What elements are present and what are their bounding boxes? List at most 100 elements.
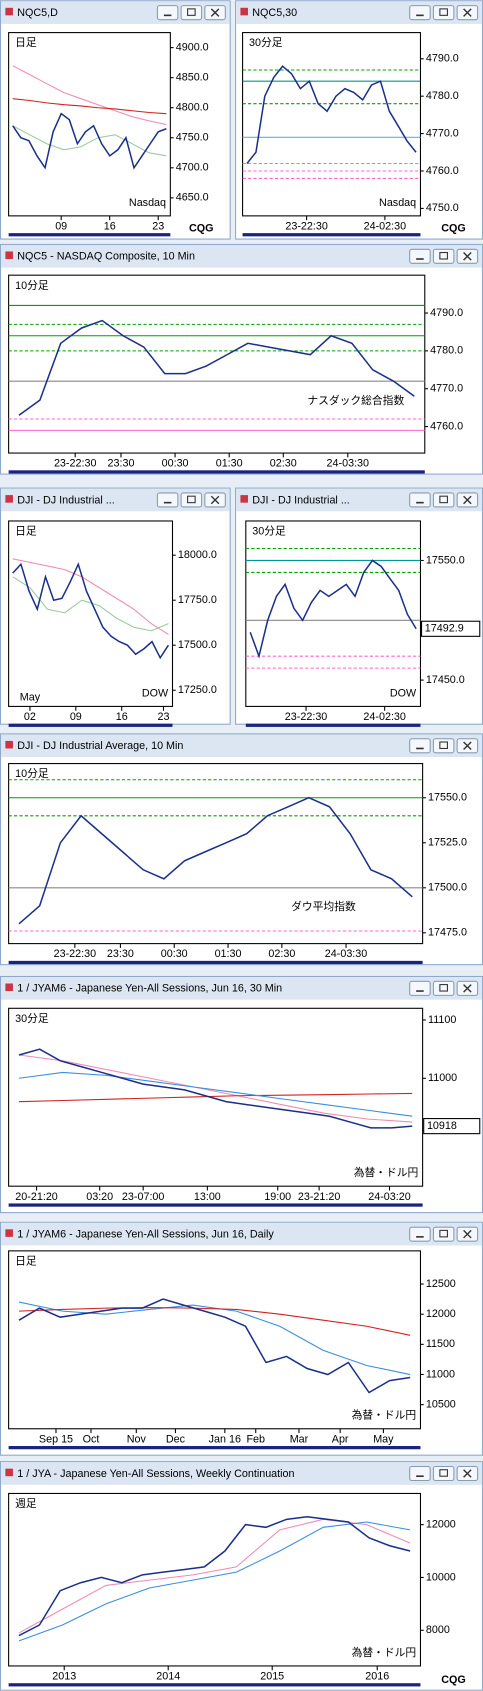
x-tick-label: 23-22:30 bbox=[54, 458, 97, 470]
title-bar bbox=[1, 734, 482, 758]
moving-average bbox=[18, 1071, 413, 1117]
time-strip bbox=[8, 723, 173, 727]
x-tick-label: 02:30 bbox=[268, 948, 295, 960]
timeframe-label: 日足 bbox=[15, 526, 37, 538]
window-icon bbox=[5, 1468, 13, 1477]
y-tick-label: 18000.0 bbox=[178, 549, 217, 561]
time-strip bbox=[8, 470, 425, 474]
button-glyph bbox=[210, 8, 220, 17]
window-title: DJI - DJ Industrial Average, 10 Min bbox=[17, 740, 183, 752]
x-tick-label: 2016 bbox=[365, 1671, 389, 1683]
plot-area bbox=[8, 1492, 422, 1667]
maximize-button[interactable] bbox=[432, 1465, 455, 1482]
x-tick-label: 03:20 bbox=[86, 1191, 113, 1203]
maximize-button[interactable] bbox=[432, 248, 455, 264]
minimize-button[interactable] bbox=[409, 248, 431, 264]
x-tick-label: Mar bbox=[290, 1433, 309, 1445]
window-title: NQC5,D bbox=[17, 7, 58, 19]
y-tick-label: 12000 bbox=[426, 1308, 456, 1320]
window-icon bbox=[5, 1229, 13, 1237]
y-tick-label: 17450.0 bbox=[426, 674, 465, 686]
y-tick-label: 10000 bbox=[426, 1571, 456, 1583]
y-tick-label: 4760.0 bbox=[430, 420, 463, 432]
y-tick-label: 17750.0 bbox=[178, 594, 217, 606]
button-glyph bbox=[187, 8, 196, 16]
x-tick-label: Apr bbox=[332, 1433, 349, 1445]
y-tick-label: 4770.0 bbox=[430, 383, 463, 395]
y-tick-label: 17550.0 bbox=[426, 554, 465, 566]
x-tick-label: 24-03:30 bbox=[325, 948, 368, 960]
window-title: NQC5 - NASDAQ Composite, 10 Min bbox=[17, 251, 195, 263]
maximize-button[interactable] bbox=[180, 5, 203, 21]
minimize-button[interactable] bbox=[409, 980, 431, 996]
plot-area bbox=[245, 520, 422, 707]
y-tick-label: 4790.0 bbox=[430, 307, 463, 319]
title-bar bbox=[1, 977, 482, 1000]
x-tick-label: 23:30 bbox=[108, 458, 135, 470]
price-line bbox=[18, 319, 415, 416]
x-tick-label: 00:30 bbox=[162, 458, 189, 470]
button-glyph bbox=[463, 1229, 472, 1239]
price-box bbox=[423, 1118, 481, 1135]
maximize-button[interactable] bbox=[432, 1226, 455, 1242]
maximize-button[interactable] bbox=[432, 738, 455, 754]
y-tick-label: 11100 bbox=[428, 1014, 456, 1026]
timeframe-label: 週足 bbox=[15, 1498, 37, 1510]
title-bar bbox=[1, 1462, 482, 1485]
x-tick-label: 24-02:30 bbox=[364, 221, 407, 233]
maximize-button[interactable] bbox=[180, 492, 203, 508]
x-tick-label: 2014 bbox=[156, 1671, 180, 1683]
x-tick-label: 23:30 bbox=[107, 948, 134, 960]
button-glyph bbox=[463, 8, 472, 17]
x-tick-label: 23-07:00 bbox=[122, 1191, 165, 1203]
x-tick-label: 02:30 bbox=[270, 458, 297, 470]
minimize-button[interactable] bbox=[409, 1226, 431, 1242]
button-glyph bbox=[439, 495, 448, 504]
plot-area bbox=[8, 32, 171, 217]
maximize-button[interactable] bbox=[432, 492, 455, 508]
x-tick-label: Dec bbox=[166, 1433, 186, 1445]
window-icon bbox=[5, 495, 13, 503]
button-glyph bbox=[439, 741, 448, 750]
plot-area bbox=[8, 1250, 422, 1430]
minimize-button[interactable] bbox=[156, 492, 179, 508]
minimize-button[interactable] bbox=[156, 5, 179, 21]
timeframe-label: 日足 bbox=[15, 37, 37, 49]
minimize-button[interactable] bbox=[409, 1465, 431, 1482]
logo: CQG bbox=[189, 223, 214, 235]
minimize-button[interactable] bbox=[409, 5, 431, 21]
x-tick-label: 09 bbox=[55, 221, 67, 233]
y-tick-label: 4750.0 bbox=[176, 132, 209, 144]
price-line bbox=[18, 796, 413, 925]
y-tick-label: 17250.0 bbox=[178, 684, 217, 696]
moving-average bbox=[18, 1301, 411, 1376]
x-tick-label: 24-03:30 bbox=[327, 458, 370, 470]
y-tick-label: 8000 bbox=[426, 1624, 450, 1636]
y-tick-label: 17500.0 bbox=[428, 882, 467, 894]
x-tick-label: 09 bbox=[70, 711, 82, 723]
button-glyph bbox=[439, 984, 448, 992]
button-glyph bbox=[463, 1469, 472, 1478]
window-icon bbox=[5, 251, 13, 259]
x-tick-label: 23-22:30 bbox=[54, 948, 97, 960]
x-tick-label: 2015 bbox=[260, 1671, 284, 1683]
button-glyph bbox=[210, 495, 220, 505]
time-strip bbox=[8, 1446, 421, 1450]
y-tick-label: 17500.0 bbox=[178, 639, 217, 651]
y-tick-label: 4900.0 bbox=[176, 41, 209, 53]
time-strip bbox=[242, 233, 421, 237]
y-tick-label: 4780.0 bbox=[426, 90, 459, 102]
window-icon bbox=[240, 495, 248, 503]
maximize-button[interactable] bbox=[432, 5, 455, 21]
window-title: 1 / JYA - Japanese Yen-All Sessions, Wee… bbox=[17, 1468, 294, 1480]
watermark: 為替・ドル円 bbox=[352, 1646, 417, 1659]
minimize-button[interactable] bbox=[409, 492, 431, 508]
maximize-button[interactable] bbox=[432, 980, 455, 996]
x-tick-label: 24-03:20 bbox=[368, 1191, 411, 1203]
minimize-button[interactable] bbox=[409, 738, 431, 754]
y-tick-label: 17475.0 bbox=[428, 927, 467, 939]
y-tick-label: 11000 bbox=[428, 1072, 457, 1084]
watermark: 為替・ドル円 bbox=[352, 1409, 417, 1422]
y-tick-label: 4790.0 bbox=[426, 53, 459, 65]
moving-average bbox=[12, 558, 169, 635]
